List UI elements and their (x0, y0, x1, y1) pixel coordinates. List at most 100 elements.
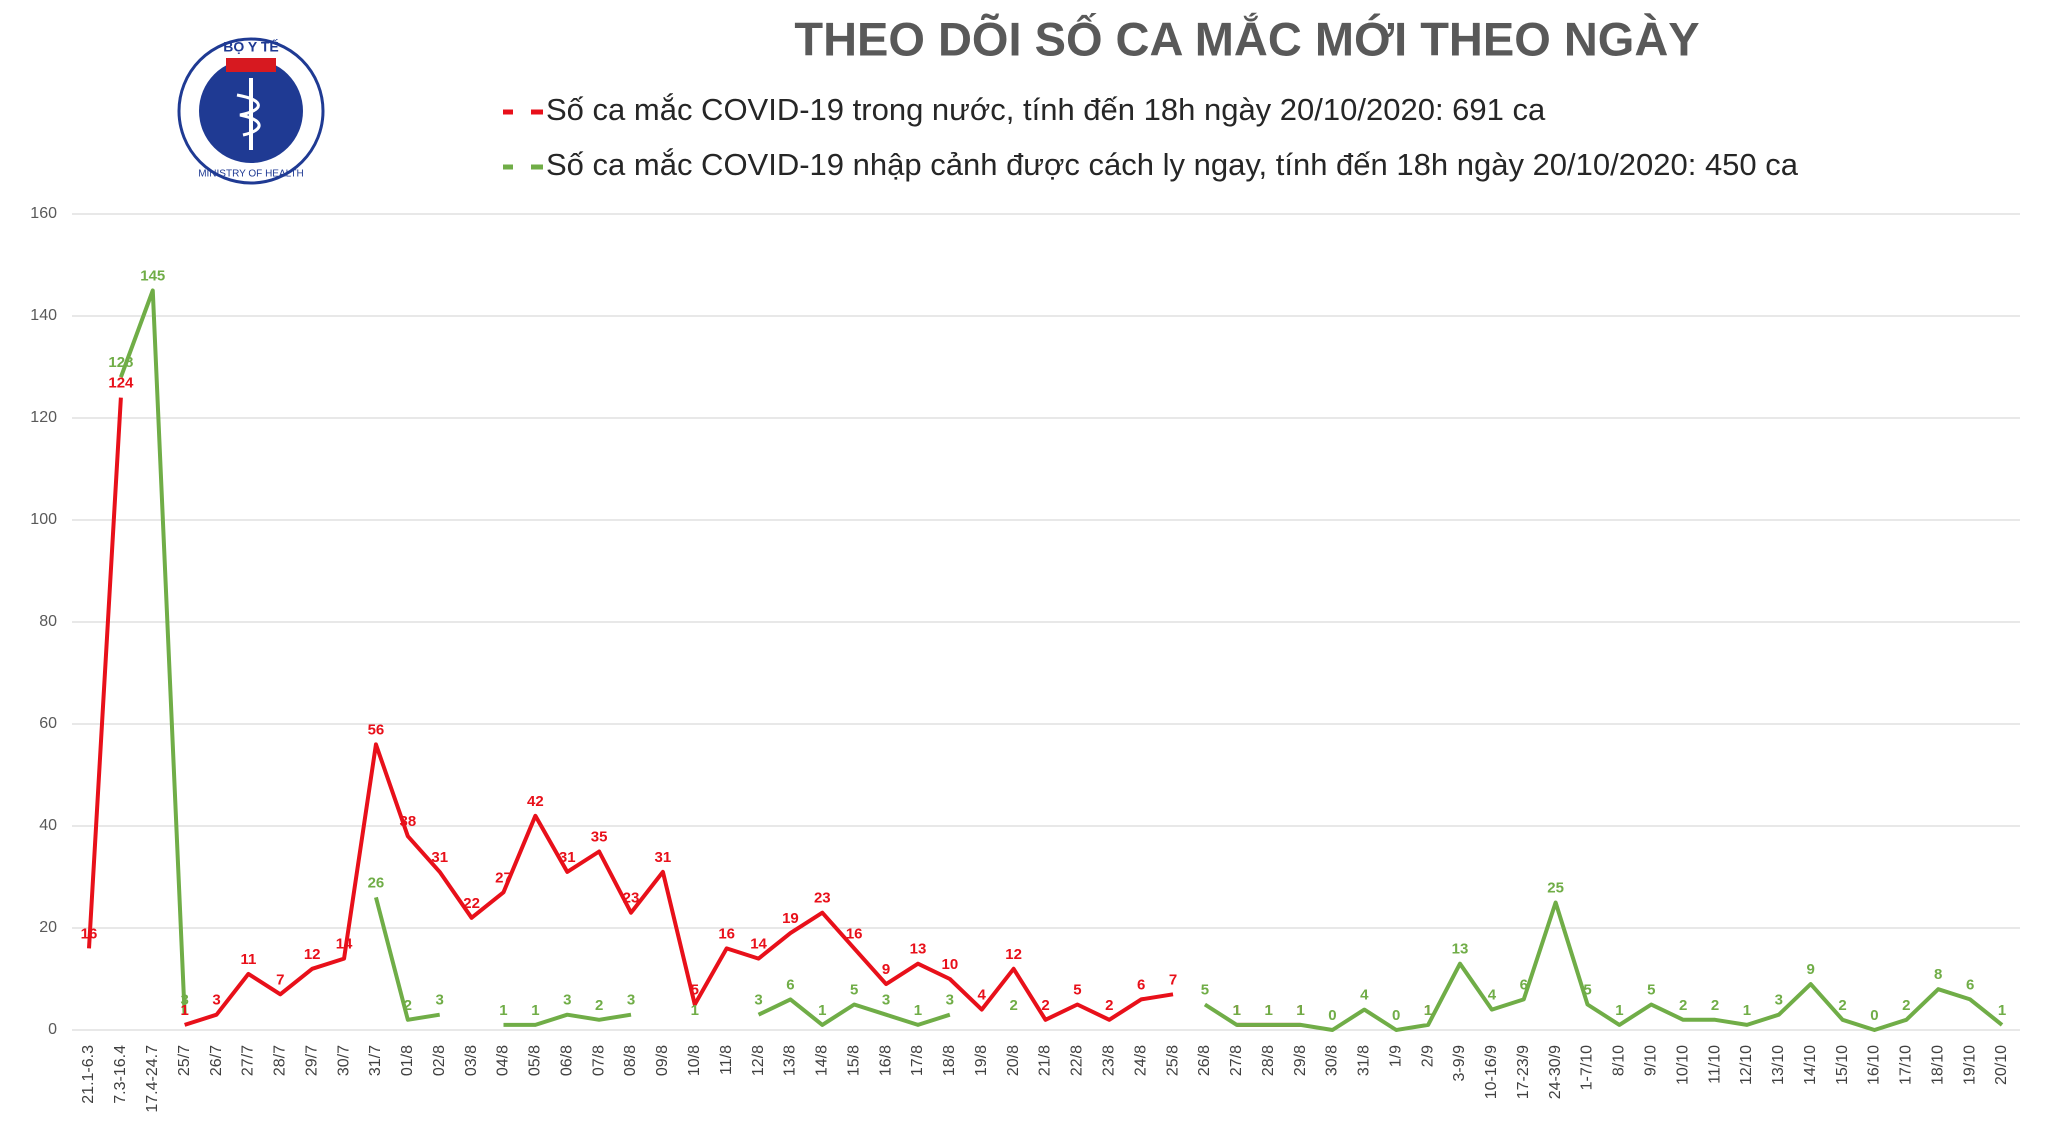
data-label: 2 (595, 997, 603, 1014)
data-label: 1 (180, 1002, 188, 1019)
data-label: 9 (1807, 961, 1815, 978)
logo: BỘ Y TẾ MINISTRY OF HEALTH (177, 37, 325, 185)
data-label: 13 (910, 941, 927, 958)
x-tick-label: 13/8 (782, 1045, 799, 1076)
data-label: 2 (1009, 997, 1017, 1014)
data-label: 1 (1424, 1002, 1432, 1019)
x-tick-label: 15/10 (1834, 1045, 1851, 1085)
x-tick-label: 16/10 (1866, 1045, 1883, 1085)
x-tick-label: 7.3-16.4 (112, 1045, 129, 1104)
data-label: 5 (850, 981, 858, 998)
x-tick-label: 8/10 (1611, 1045, 1628, 1076)
data-label: 1 (1265, 1002, 1273, 1019)
data-label: 4 (978, 987, 987, 1004)
logo-top-text: BỘ Y TẾ (223, 38, 279, 55)
x-tick-label: 09/8 (654, 1045, 671, 1076)
data-label: 31 (655, 849, 672, 866)
data-label: 5 (1647, 981, 1655, 998)
data-label: 3 (627, 992, 635, 1009)
x-tick-label: 06/8 (558, 1045, 575, 1076)
data-label: 1 (1743, 1002, 1751, 1019)
data-label: 0 (1328, 1007, 1336, 1024)
data-label: 2 (1105, 997, 1113, 1014)
x-tick-label: 23/8 (1100, 1045, 1117, 1076)
data-label: 23 (623, 890, 640, 907)
y-tick-label: 160 (30, 205, 57, 222)
data-label: 7 (276, 971, 284, 988)
x-tick-label: 29/7 (303, 1045, 320, 1076)
logo-snake (236, 93, 261, 137)
x-tick-label: 18/8 (941, 1045, 958, 1076)
y-tick-label: 40 (39, 817, 57, 834)
data-label: 1 (1296, 1002, 1304, 1019)
data-label: 26 (368, 874, 385, 891)
x-tick-label: 21.1-6.3 (80, 1045, 97, 1104)
data-label: 3 (212, 992, 220, 1009)
data-label: 7 (1169, 971, 1177, 988)
x-tick-label: 14/10 (1802, 1045, 1819, 1085)
data-label: 31 (431, 849, 448, 866)
data-label: 2 (1902, 997, 1910, 1014)
data-label: 38 (399, 813, 416, 830)
data-label: 1 (531, 1002, 539, 1019)
x-tick-label: 25/8 (1164, 1045, 1181, 1076)
data-label: 1 (1233, 1002, 1241, 1019)
x-tick-label: 24-30/9 (1547, 1045, 1564, 1099)
x-tick-label: 20/8 (1005, 1045, 1022, 1076)
x-tick-label: 26/7 (208, 1045, 225, 1076)
data-label: 0 (1392, 1007, 1400, 1024)
data-label: 145 (140, 267, 165, 284)
data-label: 2 (1838, 997, 1846, 1014)
x-tick-label: 14/8 (814, 1045, 831, 1076)
data-label: 1 (1233, 1002, 1241, 1019)
x-tick-label: 22/8 (1069, 1045, 1086, 1076)
data-label: 25 (1547, 879, 1564, 896)
logo-bottom-text: MINISTRY OF HEALTH (198, 169, 304, 180)
data-label: 10 (942, 956, 959, 973)
data-label: 4 (1360, 987, 1369, 1004)
data-label: 1 (499, 1002, 507, 1019)
data-label: 5 (1073, 981, 1081, 998)
x-tick-label: 10/10 (1674, 1045, 1691, 1085)
data-label: 2 (1679, 997, 1687, 1014)
x-tick-label: 28/7 (272, 1045, 289, 1076)
y-tick-label: 20 (39, 919, 57, 936)
data-label: 128 (108, 354, 133, 371)
data-label: 14 (336, 936, 353, 953)
data-label: 3 (946, 992, 954, 1009)
x-tick-label: 02/8 (431, 1045, 448, 1076)
data-label: 56 (368, 721, 385, 738)
data-label: 3 (180, 992, 188, 1009)
data-label: 27 (495, 869, 512, 886)
series-line (89, 398, 1428, 1025)
x-tick-label: 30/7 (335, 1045, 352, 1076)
data-label: 16 (81, 925, 98, 942)
data-label: 1 (914, 1002, 922, 1019)
data-label: 6 (786, 976, 794, 993)
x-tick-label: 16/8 (877, 1045, 894, 1076)
data-label: 3 (754, 992, 762, 1009)
data-label: 14 (750, 936, 767, 953)
x-tick-label: 03/8 (463, 1045, 480, 1076)
x-tick-label: 17/8 (909, 1045, 926, 1076)
x-tick-label: 10/8 (686, 1045, 703, 1076)
y-tick-label: 100 (30, 511, 57, 528)
data-label: 6 (1137, 976, 1145, 993)
x-tick-label: 12/10 (1738, 1045, 1755, 1085)
y-tick-label: 60 (39, 715, 57, 732)
x-tick-label: 9/10 (1643, 1045, 1660, 1076)
x-tick-label: 29/8 (1292, 1045, 1309, 1076)
data-label: 22 (463, 895, 480, 912)
data-label: 9 (882, 961, 890, 978)
data-label: 2 (1711, 997, 1719, 1014)
x-tick-label: 20/10 (1993, 1045, 2010, 1085)
data-label: 2 (404, 997, 412, 1014)
x-tick-label: 04/8 (495, 1045, 512, 1076)
x-tick-label: 2/9 (1419, 1045, 1436, 1067)
data-label: 3 (563, 992, 571, 1009)
legend-label: Số ca mắc COVID-19 trong nước, tính đến … (546, 92, 1546, 127)
data-label: 16 (846, 925, 863, 942)
x-tick-label: 3-9/9 (1451, 1045, 1468, 1082)
data-label: 1 (818, 1002, 826, 1019)
data-label: 2 (1041, 997, 1049, 1014)
